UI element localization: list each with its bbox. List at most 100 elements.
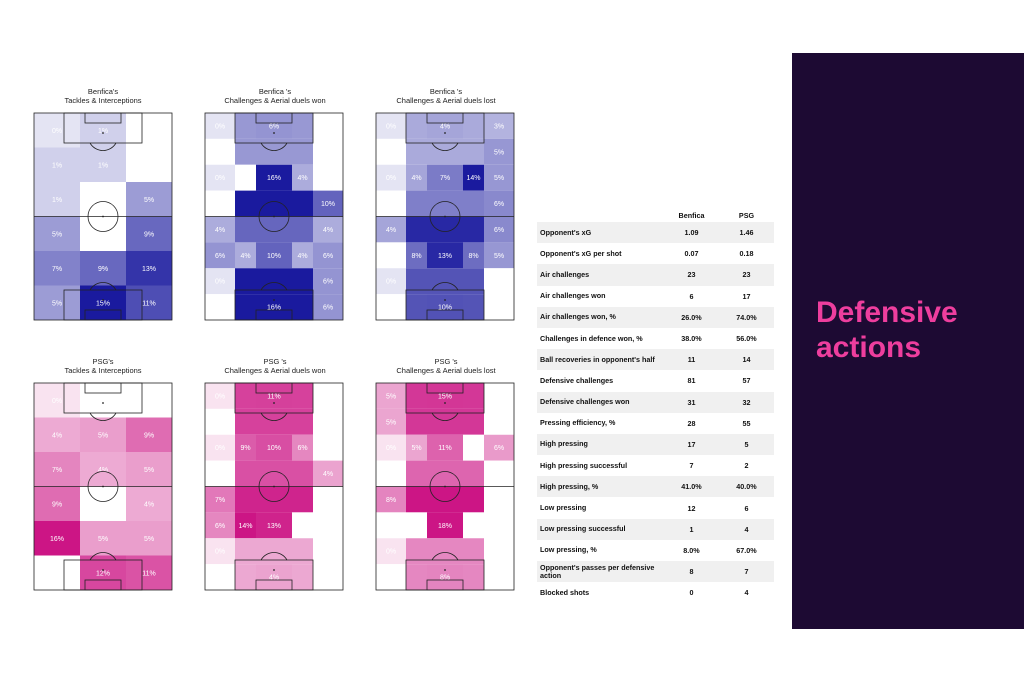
heatmap-cell-label: 15% <box>96 300 110 307</box>
heatmap-cell-label: 4% <box>240 253 250 260</box>
heatmap-cell <box>376 564 406 590</box>
heatmap-cell <box>376 113 406 139</box>
heatmap-cell <box>484 486 514 513</box>
penalty-arc-top <box>431 142 459 151</box>
heatmap-cell <box>34 383 80 418</box>
heatmap-cell-label: 0% <box>215 471 225 478</box>
heatmap-cell <box>205 138 235 165</box>
heatmap-cell-label: 5% <box>411 445 421 452</box>
heatmap-cell <box>80 285 126 320</box>
stat-label: Defensive challenges <box>540 375 614 385</box>
heatmap-cell <box>80 383 126 418</box>
heatmap-cell <box>205 538 235 565</box>
heatmap-cell-label: 18% <box>438 523 452 530</box>
heatmap-cell <box>235 512 256 539</box>
centre-circle <box>258 471 290 502</box>
heatmap-benfica-tackles: 0% 1% 0% 1% 1% 0% 1% 0% 5% 5% 0% 9% 7% 9% 13% 5% 15% 11% <box>33 112 173 321</box>
heatmap-cell-label: 9% <box>240 445 250 452</box>
heatmap-cell-label: 0% <box>215 123 225 130</box>
heatmap-cell-label: 7% <box>440 175 450 182</box>
heatmap-cell <box>34 147 80 182</box>
stat-label: High pressing, % <box>537 476 664 498</box>
heatmap-cell <box>292 408 313 435</box>
heatmap-cell-label: 4% <box>98 467 108 474</box>
heatmap-cell <box>80 417 126 452</box>
goal-area-top <box>255 382 293 394</box>
heatmap-cell <box>313 460 343 487</box>
heatmap-cell-label: 14% <box>466 175 480 182</box>
table-row: Air challenges 23 23 <box>537 264 774 286</box>
heatmap-cell <box>235 113 256 139</box>
side-title-line1: Defensive <box>816 296 958 329</box>
heatmap-cell <box>427 190 463 217</box>
heatmap-cell <box>463 383 484 409</box>
heatmap-cell <box>484 434 514 461</box>
heatmap-cell <box>292 434 313 461</box>
heatmap-cell-label: 10% <box>267 253 281 260</box>
heatmap-cell <box>484 408 514 435</box>
heatmap-cell <box>235 294 256 320</box>
heatmap-cell-label: 0% <box>215 445 225 452</box>
heatmap-cell-label: 0% <box>494 305 504 312</box>
heatmap-cell-label: 6% <box>494 201 504 208</box>
heatmap-cell <box>126 182 172 217</box>
heatmap-cell-label: 5% <box>144 536 154 543</box>
heatmap-cell <box>292 164 313 191</box>
heatmap-cell-label: 0% <box>323 549 333 556</box>
heatmap-cell-label: 4% <box>323 227 333 234</box>
heatmap-cell-label: 4% <box>269 575 279 582</box>
stat-benfica: 8 <box>664 561 719 583</box>
heatmap-cell-label: 0% <box>386 279 396 286</box>
table-row: Air challenges won, % 26.0% 74.0% <box>537 306 774 328</box>
heatmap-cell <box>376 434 406 461</box>
penalty-arc-top <box>89 142 117 151</box>
heatmap-cell-label: 8% <box>411 253 421 260</box>
heatmap-cell <box>427 164 463 191</box>
table-row: Opponent's xG 1.09 1.46 <box>537 222 774 244</box>
heatmap-cell <box>376 408 406 435</box>
stat-benfica: 1 <box>664 518 719 540</box>
penalty-arc-top <box>260 412 288 421</box>
heatmap-cell-label: 0% <box>323 497 333 504</box>
penalty-spot-top <box>444 402 446 404</box>
side-panel-title: Defensive actions <box>816 295 1016 365</box>
heatmap-cell-label: 1% <box>52 197 62 204</box>
centre-spot <box>102 485 104 488</box>
stat-psg: 0.18 <box>739 249 754 259</box>
heatmap-cell-label: 0% <box>240 175 250 182</box>
stat-psg: 5 <box>719 433 774 456</box>
heatmap-cell <box>126 113 172 148</box>
pitch-title-benfica-won: Benfica 's Challenges & Aerial duels won <box>185 87 365 105</box>
heatmap-cell-label: 8% <box>440 575 450 582</box>
stat-psg: 74.0% <box>719 306 774 328</box>
penalty-spot-bottom <box>273 299 275 301</box>
heatmap-cell <box>292 294 313 320</box>
table-row: Defensive challenges 81 57 <box>537 370 774 391</box>
heatmap-cell <box>256 190 292 217</box>
heatmap-cell <box>235 138 256 165</box>
penalty-spot-top <box>273 132 275 134</box>
goal-area-top <box>84 112 122 124</box>
heatmap-cell-label: 10% <box>438 305 452 312</box>
heatmap-cell <box>406 486 427 513</box>
heatmap-cell <box>463 190 484 217</box>
heatmap-cell <box>463 512 484 539</box>
heatmap-cell-label: 3% <box>494 123 504 130</box>
heatmap-cell <box>463 164 484 191</box>
heatmap-cell <box>205 383 235 409</box>
stat-psg: 23 <box>719 264 774 286</box>
penalty-spot-bottom <box>102 569 104 571</box>
penalty-arc-bottom <box>89 552 117 561</box>
heatmap-cell-label: 11% <box>142 300 156 307</box>
heatmap-cell-label: 0% <box>494 575 504 582</box>
heatmap-cell-label: 15% <box>438 393 452 400</box>
heatmap-cell <box>463 408 484 435</box>
heatmap-cell <box>126 147 172 182</box>
heatmap-cell <box>235 268 256 295</box>
heatmap-cell <box>427 512 463 539</box>
heatmap-cell <box>313 408 343 435</box>
heatmap-cell <box>427 486 463 513</box>
table-row: High pressing successful 7 2 <box>537 455 774 476</box>
heatmap-cell <box>205 460 235 487</box>
stat-psg: 4 <box>719 518 774 540</box>
